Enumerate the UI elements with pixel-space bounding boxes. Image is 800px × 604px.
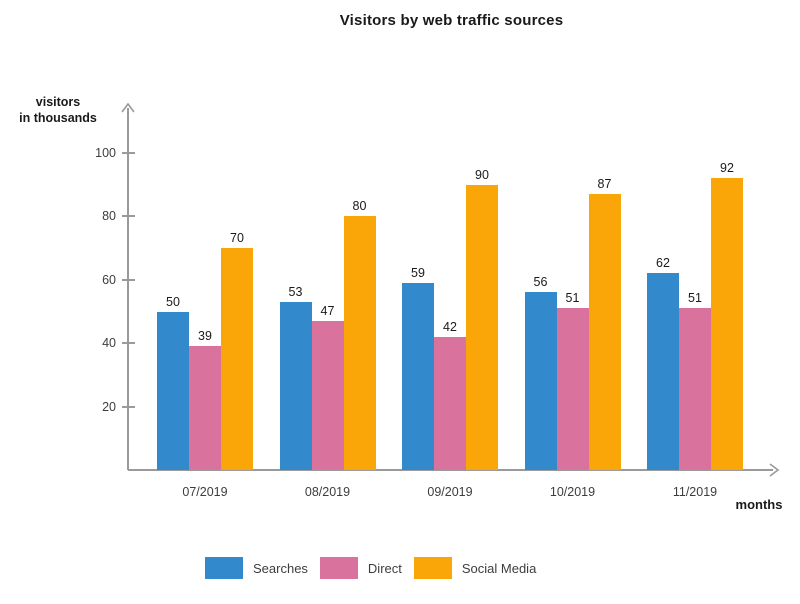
- bar-searches-11/2019: [647, 273, 679, 470]
- bar-value-label: 50: [166, 294, 180, 309]
- x-category-label: 10/2019: [549, 485, 596, 499]
- y-tick-label: 80: [102, 209, 116, 224]
- y-axis-label-line1: visitors: [35, 95, 81, 109]
- bar-value-label: 53: [288, 284, 303, 299]
- x-axis-line: [128, 469, 773, 471]
- x-category-label: 09/2019: [427, 485, 473, 499]
- x-axis-arrow-icon: [769, 463, 780, 477]
- legend: Searches Direct Social Media: [205, 557, 548, 579]
- y-axis-label: visitors in thousands: [6, 94, 110, 126]
- x-axis-title: months: [735, 497, 783, 512]
- x-category-label: 11/2019: [672, 485, 718, 499]
- bar-value-label: 70: [230, 231, 244, 246]
- y-tick-mark: [121, 342, 135, 345]
- bar-value-label: 80: [352, 199, 367, 214]
- bar-direct-07/2019: [189, 346, 221, 470]
- y-tick-mark: [121, 215, 135, 218]
- legend-label: Searches: [253, 560, 308, 576]
- legend-label: Direct: [367, 560, 402, 576]
- y-tick-label: 40: [102, 336, 116, 351]
- chart-title: Visitors by web traffic sources: [339, 12, 564, 29]
- y-axis-label-line2: in thousands: [19, 111, 97, 125]
- y-tick-label: 20: [102, 399, 116, 414]
- bar-searches-08/2019: [279, 301, 312, 470]
- legend-swatch-icon: [413, 557, 452, 579]
- legend-label: Social Media: [461, 560, 537, 576]
- bar-value-label: 59: [411, 265, 425, 280]
- bar-value-label: 87: [597, 177, 612, 192]
- bar-value-label: 51: [688, 291, 702, 306]
- bar-direct-08/2019: [311, 321, 344, 470]
- bar-value-label: 47: [320, 304, 335, 318]
- bar-direct-11/2019: [679, 308, 711, 470]
- x-category-label: 07/2019: [182, 485, 228, 499]
- legend-item-direct: Direct: [319, 557, 402, 579]
- y-tick-mark: [121, 152, 135, 154]
- bar-value-label: 39: [198, 329, 212, 344]
- bar-direct-10/2019: [556, 308, 589, 470]
- bar-searches-07/2019: [157, 311, 189, 470]
- bar-social-media-08/2019: [343, 216, 376, 470]
- bar-social-media-09/2019: [466, 184, 498, 470]
- y-axis-line: [127, 108, 129, 470]
- bar-value-label: 62: [656, 256, 670, 271]
- bar-social-media-11/2019: [711, 178, 743, 470]
- legend-swatch-icon: [319, 557, 358, 579]
- bar-social-media-07/2019: [221, 248, 253, 470]
- bar-searches-10/2019: [524, 292, 557, 470]
- y-tick-mark: [121, 405, 135, 408]
- y-tick-label: 60: [102, 272, 116, 287]
- bar-social-media-10/2019: [588, 194, 621, 470]
- bar-value-label: 92: [720, 161, 734, 176]
- bar-value-label: 90: [475, 167, 489, 182]
- y-tick-mark: [121, 278, 135, 281]
- bar-value-label: 56: [533, 275, 548, 290]
- bar-searches-09/2019: [402, 282, 434, 470]
- bar-direct-09/2019: [434, 336, 466, 470]
- x-category-label: 08/2019: [304, 485, 351, 499]
- y-tick-label: 100: [95, 146, 116, 160]
- bar-value-label: 42: [443, 319, 457, 334]
- legend-item-searches: Searches: [205, 557, 308, 579]
- legend-swatch-icon: [205, 557, 243, 579]
- legend-item-social-media: Social Media: [413, 557, 537, 579]
- y-axis-arrow-icon: [121, 102, 135, 113]
- bar-value-label: 51: [565, 291, 580, 306]
